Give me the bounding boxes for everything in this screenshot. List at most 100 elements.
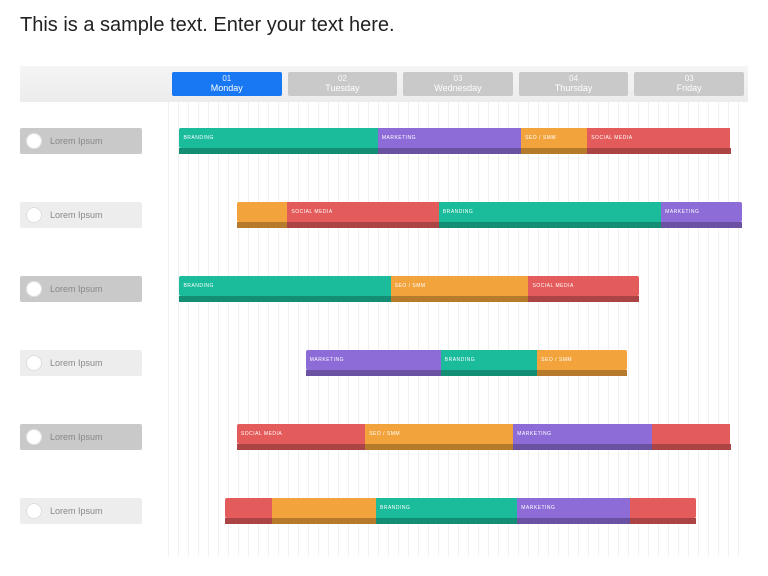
day-tab-name: Thursday bbox=[519, 83, 629, 93]
bar-segment-shadow bbox=[587, 148, 730, 154]
bar-segment-shadow bbox=[528, 296, 638, 302]
bar-track: SOCIAL MEDIASEO / SMMMARKETING bbox=[168, 424, 742, 448]
row-label: Lorem Ipsum bbox=[20, 350, 142, 376]
bar-track: BRANDINGMARKETING bbox=[168, 498, 742, 522]
bar-segment bbox=[272, 498, 376, 518]
bar-segment: BRANDING bbox=[179, 276, 390, 296]
day-tab-num: 02 bbox=[288, 74, 398, 83]
gantt-row: Lorem Ipsum BRANDINGMARKETINGSEO / SMMSOC… bbox=[20, 116, 748, 170]
bar-segment: MARKETING bbox=[661, 202, 742, 222]
bar-segment: BRANDING bbox=[441, 350, 537, 370]
bar-segment-shadow bbox=[272, 518, 376, 524]
bar-track: SOCIAL MEDIABRANDINGMARKETING bbox=[168, 202, 742, 226]
day-tab-num: 01 bbox=[172, 74, 282, 83]
bar-segment: BRANDING bbox=[376, 498, 517, 518]
bar-segment: SEO / SMM bbox=[521, 128, 587, 148]
day-tab-name: Tuesday bbox=[288, 83, 398, 93]
bar-segment-shadow bbox=[378, 148, 521, 154]
bar-segment bbox=[652, 424, 731, 444]
gantt-row: Lorem Ipsum BRANDINGMARKETING bbox=[20, 486, 748, 540]
bar-segment-shadow bbox=[287, 222, 439, 228]
gantt-bar[interactable]: SOCIAL MEDIASEO / SMMMARKETING bbox=[237, 424, 731, 444]
bar-track: BRANDINGSEO / SMMSOCIAL MEDIA bbox=[168, 276, 742, 300]
gantt-row: Lorem Ipsum SOCIAL MEDIABRANDINGMARKETING bbox=[20, 190, 748, 244]
bar-track: MARKETINGBRANDINGSEO / SMM bbox=[168, 350, 742, 374]
bar-segment: MARKETING bbox=[513, 424, 651, 444]
day-tab-num: 03 bbox=[403, 74, 513, 83]
bar-segment: MARKETING bbox=[306, 350, 441, 370]
page-title: This is a sample text. Enter your text h… bbox=[0, 0, 768, 47]
bar-segment-shadow bbox=[513, 444, 651, 450]
bar-segment-shadow bbox=[537, 370, 627, 376]
day-header: 01Monday02Tuesday03Wednesday04Thursday03… bbox=[20, 66, 748, 102]
bar-segment-shadow bbox=[365, 444, 513, 450]
day-tab-thursday[interactable]: 04Thursday bbox=[519, 72, 629, 96]
day-tab-num: 03 bbox=[634, 74, 744, 83]
bar-segment-shadow bbox=[179, 296, 390, 302]
gantt-bar[interactable]: BRANDINGSEO / SMMSOCIAL MEDIA bbox=[179, 276, 638, 296]
row-label: Lorem Ipsum bbox=[20, 202, 142, 228]
row-label-text: Lorem Ipsum bbox=[50, 506, 103, 516]
row-avatar-dot bbox=[26, 503, 42, 519]
bar-segment: BRANDING bbox=[439, 202, 661, 222]
header-lead-spacer bbox=[20, 66, 168, 102]
gantt-bar[interactable]: SOCIAL MEDIABRANDINGMARKETING bbox=[237, 202, 742, 222]
row-label-text: Lorem Ipsum bbox=[50, 210, 103, 220]
bar-segment bbox=[237, 202, 288, 222]
row-label: Lorem Ipsum bbox=[20, 128, 142, 154]
rows-container: Lorem IpsumBRANDINGMARKETINGSEO / SMMSOC… bbox=[20, 116, 748, 556]
gantt-bar[interactable]: MARKETINGBRANDINGSEO / SMM bbox=[306, 350, 627, 370]
bar-segment-shadow bbox=[237, 222, 288, 228]
row-label: Lorem Ipsum bbox=[20, 276, 142, 302]
bar-segment-shadow bbox=[652, 444, 731, 450]
bar-segment: SEO / SMM bbox=[365, 424, 513, 444]
bar-segment-shadow bbox=[376, 518, 517, 524]
bar-segment-shadow bbox=[521, 148, 587, 154]
day-tab-wednesday[interactable]: 03Wednesday bbox=[403, 72, 513, 96]
gantt-row: Lorem Ipsum MARKETINGBRANDINGSEO / SMM bbox=[20, 338, 748, 392]
day-tab-monday[interactable]: 01Monday bbox=[172, 72, 282, 96]
bar-track: BRANDINGMARKETINGSEO / SMMSOCIAL MEDIA bbox=[168, 128, 742, 152]
bar-segment-shadow bbox=[391, 296, 529, 302]
bar-segment-shadow bbox=[630, 518, 696, 524]
gantt-row: Lorem Ipsum SOCIAL MEDIASEO / SMMMARKETIN… bbox=[20, 412, 748, 466]
gantt-chart: 01Monday02Tuesday03Wednesday04Thursday03… bbox=[20, 66, 748, 556]
bar-segment: BRANDING bbox=[179, 128, 377, 148]
bar-segment-shadow bbox=[661, 222, 742, 228]
bar-segment-shadow bbox=[179, 148, 377, 154]
bar-segment-shadow bbox=[225, 518, 272, 524]
row-avatar-dot bbox=[26, 281, 42, 297]
bar-segment-shadow bbox=[517, 518, 630, 524]
bar-segment-shadow bbox=[441, 370, 537, 376]
day-tabs: 01Monday02Tuesday03Wednesday04Thursday03… bbox=[168, 66, 748, 102]
bar-segment bbox=[630, 498, 696, 518]
bar-segment: SOCIAL MEDIA bbox=[237, 424, 365, 444]
bar-segment: SOCIAL MEDIA bbox=[528, 276, 638, 296]
gantt-bar[interactable]: BRANDINGMARKETING bbox=[225, 498, 696, 518]
bar-segment-shadow bbox=[439, 222, 661, 228]
day-tab-num: 04 bbox=[519, 74, 629, 83]
day-tab-name: Wednesday bbox=[403, 83, 513, 93]
day-tab-name: Friday bbox=[634, 83, 744, 93]
row-label: Lorem Ipsum bbox=[20, 498, 142, 524]
row-avatar-dot bbox=[26, 133, 42, 149]
day-tab-tuesday[interactable]: 02Tuesday bbox=[288, 72, 398, 96]
day-tab-name: Monday bbox=[172, 83, 282, 93]
row-avatar-dot bbox=[26, 429, 42, 445]
bar-segment: SOCIAL MEDIA bbox=[587, 128, 730, 148]
bar-segment: SEO / SMM bbox=[391, 276, 529, 296]
row-label-text: Lorem Ipsum bbox=[50, 432, 103, 442]
row-avatar-dot bbox=[26, 355, 42, 371]
day-tab-friday[interactable]: 03Friday bbox=[634, 72, 744, 96]
bar-segment: MARKETING bbox=[378, 128, 521, 148]
bar-segment bbox=[225, 498, 272, 518]
row-label-text: Lorem Ipsum bbox=[50, 284, 103, 294]
row-label-text: Lorem Ipsum bbox=[50, 358, 103, 368]
row-label-text: Lorem Ipsum bbox=[50, 136, 103, 146]
row-label: Lorem Ipsum bbox=[20, 424, 142, 450]
gantt-row: Lorem Ipsum BRANDINGSEO / SMMSOCIAL MEDIA bbox=[20, 264, 748, 318]
row-avatar-dot bbox=[26, 207, 42, 223]
bar-segment: MARKETING bbox=[517, 498, 630, 518]
gantt-bar[interactable]: BRANDINGMARKETINGSEO / SMMSOCIAL MEDIA bbox=[179, 128, 730, 148]
bar-segment-shadow bbox=[237, 444, 365, 450]
